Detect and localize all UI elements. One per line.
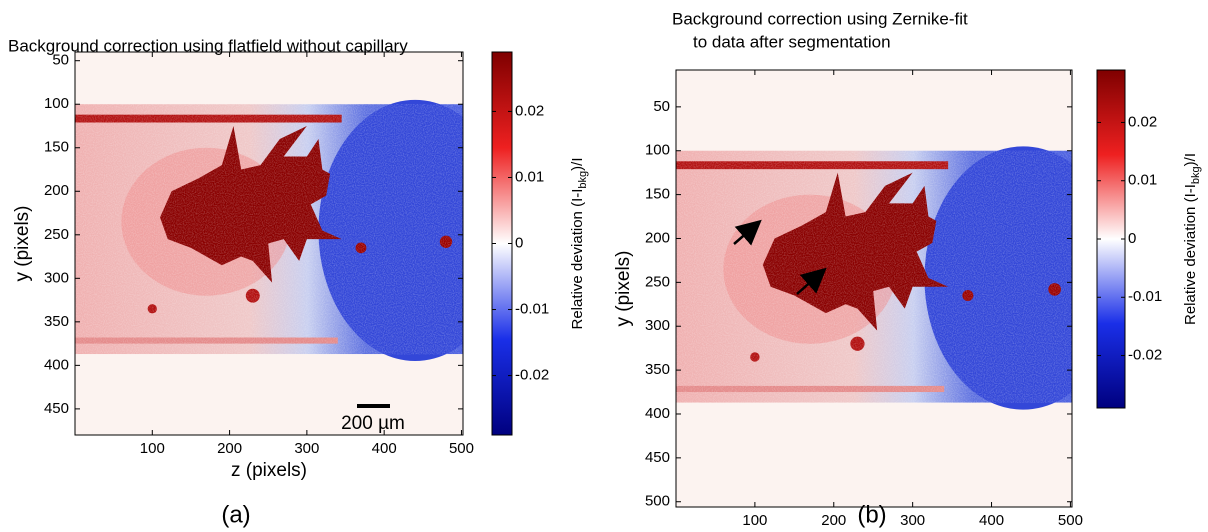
y-axis-label: y (pixels)	[613, 250, 634, 326]
colorbar-label-part: bkg	[1190, 166, 1202, 184]
y-tick-label: 50	[52, 52, 69, 69]
y-tick-label: 250	[645, 273, 670, 290]
x-tick-label: 400	[372, 440, 397, 457]
colorbar-label: Relative deviation (I-Ibkg)/I	[1182, 153, 1202, 325]
colorbar-tick-label: -0.02	[1128, 347, 1162, 364]
heatmap-image	[676, 70, 1072, 507]
colorbar-label-part: Relative deviation (I-I	[569, 189, 586, 330]
panel-label: (b)	[857, 501, 886, 528]
y-tick-label: 500	[645, 493, 670, 510]
y-tick-label: 400	[645, 405, 670, 422]
axes-frame	[675, 69, 1073, 508]
y-tick-label: 100	[44, 95, 69, 112]
y-axis-label: y (pixels)	[12, 205, 33, 281]
arrows	[733, 219, 827, 295]
x-tick-label: 200	[217, 440, 242, 457]
colorbar-tick-label: 0.01	[1128, 172, 1157, 189]
scale-bar-label: 200 µm	[341, 413, 405, 434]
y-tick-label: 250	[44, 226, 69, 243]
noise	[75, 104, 463, 355]
colorbar-label-part: )/I	[569, 158, 586, 171]
y-tick-label: 200	[44, 182, 69, 199]
noise	[676, 150, 1072, 403]
axes-frame	[74, 51, 464, 436]
y-tick-label: 200	[645, 229, 670, 246]
x-tick-label: 500	[449, 440, 474, 457]
y-tick-label: 150	[44, 139, 69, 156]
chart-title: Background correction using Zernike-fit	[672, 9, 968, 28]
x-tick-label: 200	[821, 512, 846, 529]
x-tick-label: 300	[900, 512, 925, 529]
colorbar-tick-label: 0	[515, 234, 523, 251]
y-tick-label: 450	[645, 449, 670, 466]
x-tick-label: 500	[1058, 512, 1083, 529]
y-tick-label: 400	[44, 356, 69, 373]
colorbar-label-part: )/I	[1182, 153, 1199, 166]
x-tick-label: 100	[742, 512, 767, 529]
colorbar-tick-label: 0.01	[515, 168, 544, 185]
colorbar	[1096, 69, 1126, 409]
chart-title: to data after segmentation	[693, 32, 891, 51]
y-tick-label: 350	[44, 313, 69, 330]
y-tick-label: 450	[44, 400, 69, 417]
chart-title: Background correction using flatfield wi…	[8, 36, 408, 55]
y-tick-label: 150	[645, 186, 670, 203]
panel-label: (a)	[221, 501, 250, 528]
y-tick-label: 100	[645, 142, 670, 159]
colorbar-label-part: bkg	[577, 171, 589, 189]
heatmap-image	[75, 52, 463, 435]
colorbar-label-part: Relative deviation (I-I	[1182, 184, 1199, 325]
y-tick-label: 350	[645, 361, 670, 378]
colorbar-tick-label: 0.02	[1128, 113, 1157, 130]
x-tick-label: 400	[979, 512, 1004, 529]
y-tick-label: 300	[645, 317, 670, 334]
colorbar-tick-label: -0.01	[1128, 288, 1162, 305]
colorbar-tick-label: -0.02	[515, 367, 549, 384]
y-tick-label: 50	[653, 98, 670, 115]
colorbar-tick-label: 0.02	[515, 102, 544, 119]
y-tick-label: 300	[44, 269, 69, 286]
x-tick-label: 100	[140, 440, 165, 457]
colorbar-label: Relative deviation (I-Ibkg)/I	[569, 158, 589, 330]
colorbar-tick-label: -0.01	[515, 301, 549, 318]
x-tick-label: 300	[294, 440, 319, 457]
colorbar-tick-label: 0	[1128, 230, 1136, 247]
x-axis-label: z (pixels)	[231, 460, 307, 481]
